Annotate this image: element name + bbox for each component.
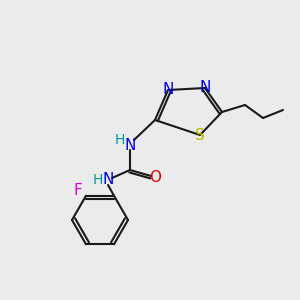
Text: S: S	[195, 128, 205, 142]
Text: N: N	[162, 82, 174, 98]
Text: N: N	[102, 172, 114, 188]
Text: H: H	[93, 173, 103, 187]
Text: N: N	[124, 137, 136, 152]
Text: H: H	[115, 133, 125, 147]
Text: N: N	[199, 80, 211, 95]
Text: F: F	[74, 183, 82, 198]
Text: O: O	[149, 170, 161, 185]
